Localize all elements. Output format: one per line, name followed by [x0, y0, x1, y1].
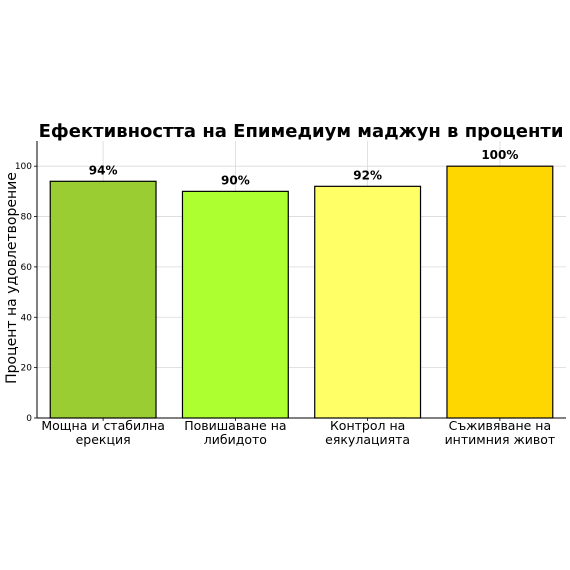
y-tick-label: 80 [21, 213, 33, 223]
axes [34, 141, 566, 421]
data-label: 100% [481, 148, 518, 162]
bars [49, 165, 554, 419]
x-tick-label: ерекция [76, 432, 131, 447]
data-label: 94% [89, 163, 118, 177]
x-tick-label: либидото [204, 432, 267, 447]
x-tick-label: Съживяване на [449, 418, 552, 433]
bar [181, 190, 289, 419]
y-tick-label: 60 [21, 263, 33, 273]
bar [49, 180, 157, 419]
y-tick-label: 40 [21, 313, 33, 323]
x-tick-label: Мощна и стабилна [41, 418, 165, 433]
x-tick-label: Повишаване на [184, 418, 286, 433]
x-tick-label: еякулацията [325, 432, 410, 447]
y-axis-label: Процент на удовлетворение [4, 172, 20, 384]
x-tick-label: Контрол на [330, 418, 405, 433]
data-label: 90% [221, 173, 250, 187]
y-tick-label: 0 [26, 414, 32, 424]
x-tick-label: интимния живот [445, 432, 556, 447]
bar [446, 165, 554, 419]
chart-title: Ефективността на Епимедиум маджун в проц… [39, 121, 564, 142]
bar [314, 185, 422, 419]
data-label: 92% [353, 168, 382, 182]
y-tick-label: 100 [15, 162, 32, 172]
y-tick-label: 20 [21, 364, 33, 374]
